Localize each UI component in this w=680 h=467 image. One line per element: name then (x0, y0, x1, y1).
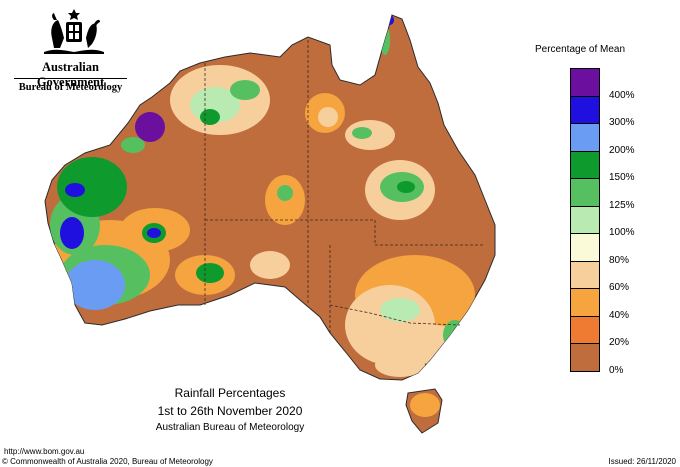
legend-label: 125% (609, 199, 635, 211)
header-divider (14, 78, 127, 79)
legend-swatch (570, 233, 600, 262)
legend-swatch (570, 288, 600, 317)
legend-swatch (570, 343, 600, 372)
legend-label: 100% (609, 227, 635, 238)
issued-date: Issued: 26/11/2020 (608, 457, 676, 466)
legend-swatch (570, 205, 600, 234)
government-logo: Australian Government Bureau of Meteorol… (8, 8, 133, 98)
legend-label: 80% (609, 254, 630, 266)
legend-label: 200% (609, 144, 635, 156)
legend-label: 150% (609, 172, 635, 183)
legend-label: 60% (609, 282, 630, 293)
coat-of-arms-icon (44, 9, 104, 54)
legend-swatch (570, 150, 600, 179)
state-borders (204, 40, 485, 333)
legend-swatch (570, 68, 600, 97)
bureau-name: Bureau of Meteorology (18, 82, 123, 93)
website-link[interactable]: http://www.bom.gov.au (4, 447, 85, 456)
map-period: 1st to 26th November 2020 (157, 404, 303, 418)
rainfall-map (44, 14, 496, 434)
legend-title: Percentage of Mean (535, 44, 626, 55)
map-source: Australian Bureau of Meteorology (155, 422, 305, 433)
legend-label: 40% (609, 309, 630, 321)
legend-label: 20% (609, 337, 630, 348)
legend-swatch (570, 260, 600, 289)
legend-swatch (570, 123, 600, 152)
legend-swatch (570, 95, 600, 124)
legend-swatch (570, 178, 600, 207)
copyright-text: © Commonwealth of Australia 2020, Bureau… (2, 457, 213, 466)
map-title: Rainfall Percentages (174, 386, 286, 400)
legend-label: 300% (609, 117, 635, 128)
legend-label: 0% (609, 364, 624, 376)
legend-swatch (570, 315, 600, 344)
legend-label: 400% (609, 89, 635, 101)
